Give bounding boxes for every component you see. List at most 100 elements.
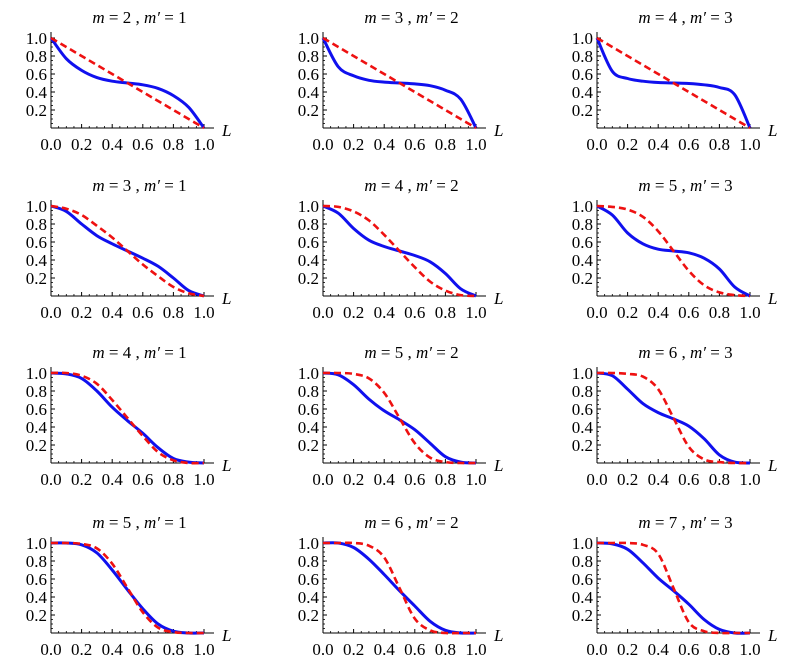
x-tick-label: 0.4 xyxy=(374,135,396,154)
red-dashed-series xyxy=(596,36,751,130)
blue-solid-series xyxy=(322,371,477,465)
x-tick-label: 0.0 xyxy=(586,135,607,154)
red-dashed-series xyxy=(322,371,477,465)
red-dashed-series xyxy=(50,204,205,298)
y-tick-label: 0.2 xyxy=(298,269,319,288)
x-tick-label: 0.8 xyxy=(163,303,184,322)
panel-12: m = 7 , m′ = 30.0 0.2 0.4 0.6 0.8 1.00.20.40.… xyxy=(572,513,778,659)
x-axis-label: L xyxy=(493,626,503,645)
x-tick-label: 0.0 xyxy=(312,303,333,322)
x-tick-label: 0.8 xyxy=(163,470,184,489)
x-tick-label: 0.0 xyxy=(40,640,61,659)
panel-3: m = 4 , m′ = 30.0 0.2 0.4 0.6 0.8 1.00.20.40.… xyxy=(572,8,778,154)
y-tick-label: 0.6 xyxy=(26,400,47,419)
x-tick-label: 0.8 xyxy=(709,135,730,154)
y-tick-label: 0.2 xyxy=(572,606,593,625)
y-tick-label: 0.4 xyxy=(298,251,320,270)
y-tick-label: 0.4 xyxy=(298,83,320,102)
x-tick-label: 0.8 xyxy=(435,135,456,154)
y-tick-label: 0.4 xyxy=(572,588,594,607)
x-tick-label: 1.0 xyxy=(465,303,486,322)
x-tick-label: 0.8 xyxy=(163,135,184,154)
y-tick-label: 0.6 xyxy=(26,65,47,84)
x-tick-label: 0.4 xyxy=(648,135,670,154)
x-tick-label: 0.0 xyxy=(312,470,333,489)
red-dashed-series xyxy=(322,541,476,635)
panel-title: m = 4 , m′ = 1 xyxy=(92,343,186,362)
x-tick-label: 1.0 xyxy=(739,640,760,659)
y-tick-label: 0.4 xyxy=(572,83,594,102)
x-tick-label: 0.0 xyxy=(40,470,61,489)
y-tick-label: 1.0 xyxy=(26,534,47,553)
x-axis-label: L xyxy=(493,289,503,308)
x-tick-label: 0.8 xyxy=(709,470,730,489)
x-tick-label: 0.2 xyxy=(343,135,364,154)
x-tick-label: 0.2 xyxy=(71,303,92,322)
x-tick-label: 1.0 xyxy=(193,640,214,659)
x-tick-label: 1.0 xyxy=(465,135,486,154)
red-dashed-series xyxy=(596,371,751,465)
x-tick-label: 0.2 xyxy=(617,640,638,659)
y-tick-label: 0.8 xyxy=(298,215,319,234)
x-axis-label: L xyxy=(221,626,231,645)
y-tick-label: 0.2 xyxy=(26,101,47,120)
panel-title: m = 6 , m′ = 2 xyxy=(364,513,458,532)
y-tick-label: 0.6 xyxy=(26,233,47,252)
panel-title: m = 4 , m′ = 3 xyxy=(638,8,732,27)
y-tick-label: 0.2 xyxy=(572,101,593,120)
y-tick-label: 0.8 xyxy=(26,47,47,66)
y-tick-label: 0.6 xyxy=(298,233,319,252)
x-tick-label: 0.6 xyxy=(132,470,153,489)
panel-11: m = 6 , m′ = 20.0 0.2 0.4 0.6 0.8 1.00.20.40.… xyxy=(298,513,504,659)
x-axis-label: L xyxy=(767,289,777,308)
x-tick-label: 0.2 xyxy=(343,640,364,659)
x-tick-label: 0.4 xyxy=(102,303,124,322)
x-tick-label: 0.2 xyxy=(71,640,92,659)
y-tick-label: 1.0 xyxy=(572,534,593,553)
x-axis-label: L xyxy=(493,456,503,475)
y-tick-label: 0.6 xyxy=(26,570,47,589)
x-tick-label: 1.0 xyxy=(193,303,214,322)
y-tick-label: 0.6 xyxy=(572,400,593,419)
y-tick-label: 0.4 xyxy=(26,418,48,437)
y-tick-label: 1.0 xyxy=(26,364,47,383)
x-tick-label: 0.2 xyxy=(343,303,364,322)
x-axis-label: L xyxy=(221,121,231,140)
y-tick-label: 1.0 xyxy=(298,197,319,216)
x-tick-label: 0.4 xyxy=(648,470,670,489)
x-tick-label: 0.8 xyxy=(435,470,456,489)
x-axis-label: L xyxy=(493,121,503,140)
y-tick-label: 0.6 xyxy=(298,570,319,589)
y-tick-label: 0.4 xyxy=(572,418,594,437)
x-tick-label: 0.2 xyxy=(343,470,364,489)
blue-solid-series xyxy=(50,541,205,635)
y-tick-label: 0.2 xyxy=(298,436,319,455)
x-tick-label: 0.0 xyxy=(312,135,333,154)
x-axis-label: L xyxy=(221,456,231,475)
x-tick-label: 0.6 xyxy=(678,303,699,322)
x-tick-label: 0.4 xyxy=(648,640,670,659)
x-axis-label: L xyxy=(221,289,231,308)
y-tick-label: 0.8 xyxy=(572,47,593,66)
x-tick-label: 1.0 xyxy=(193,470,214,489)
panel-8: m = 5 , m′ = 20.0 0.2 0.4 0.6 0.8 1.00.20.40.… xyxy=(298,343,504,489)
y-tick-label: 0.8 xyxy=(26,215,47,234)
panel-5: m = 4 , m′ = 20.0 0.2 0.4 0.6 0.8 1.00.20.40.… xyxy=(298,176,504,322)
x-tick-label: 0.6 xyxy=(404,135,425,154)
x-tick-label: 0.0 xyxy=(312,640,333,659)
y-tick-label: 0.6 xyxy=(572,570,593,589)
panel-title: m = 5 , m′ = 2 xyxy=(364,343,458,362)
x-tick-label: 0.8 xyxy=(435,303,456,322)
y-tick-label: 0.2 xyxy=(298,101,319,120)
y-tick-label: 1.0 xyxy=(298,364,319,383)
red-dashed-series xyxy=(596,204,751,298)
x-tick-label: 1.0 xyxy=(465,640,486,659)
panel-title: m = 7 , m′ = 3 xyxy=(638,513,732,532)
y-tick-label: 0.6 xyxy=(572,233,593,252)
x-tick-label: 0.2 xyxy=(71,135,92,154)
x-axis-label: L xyxy=(767,121,777,140)
y-tick-label: 1.0 xyxy=(572,29,593,48)
x-tick-label: 0.0 xyxy=(586,303,607,322)
y-tick-label: 1.0 xyxy=(298,534,319,553)
x-tick-label: 1.0 xyxy=(193,135,214,154)
